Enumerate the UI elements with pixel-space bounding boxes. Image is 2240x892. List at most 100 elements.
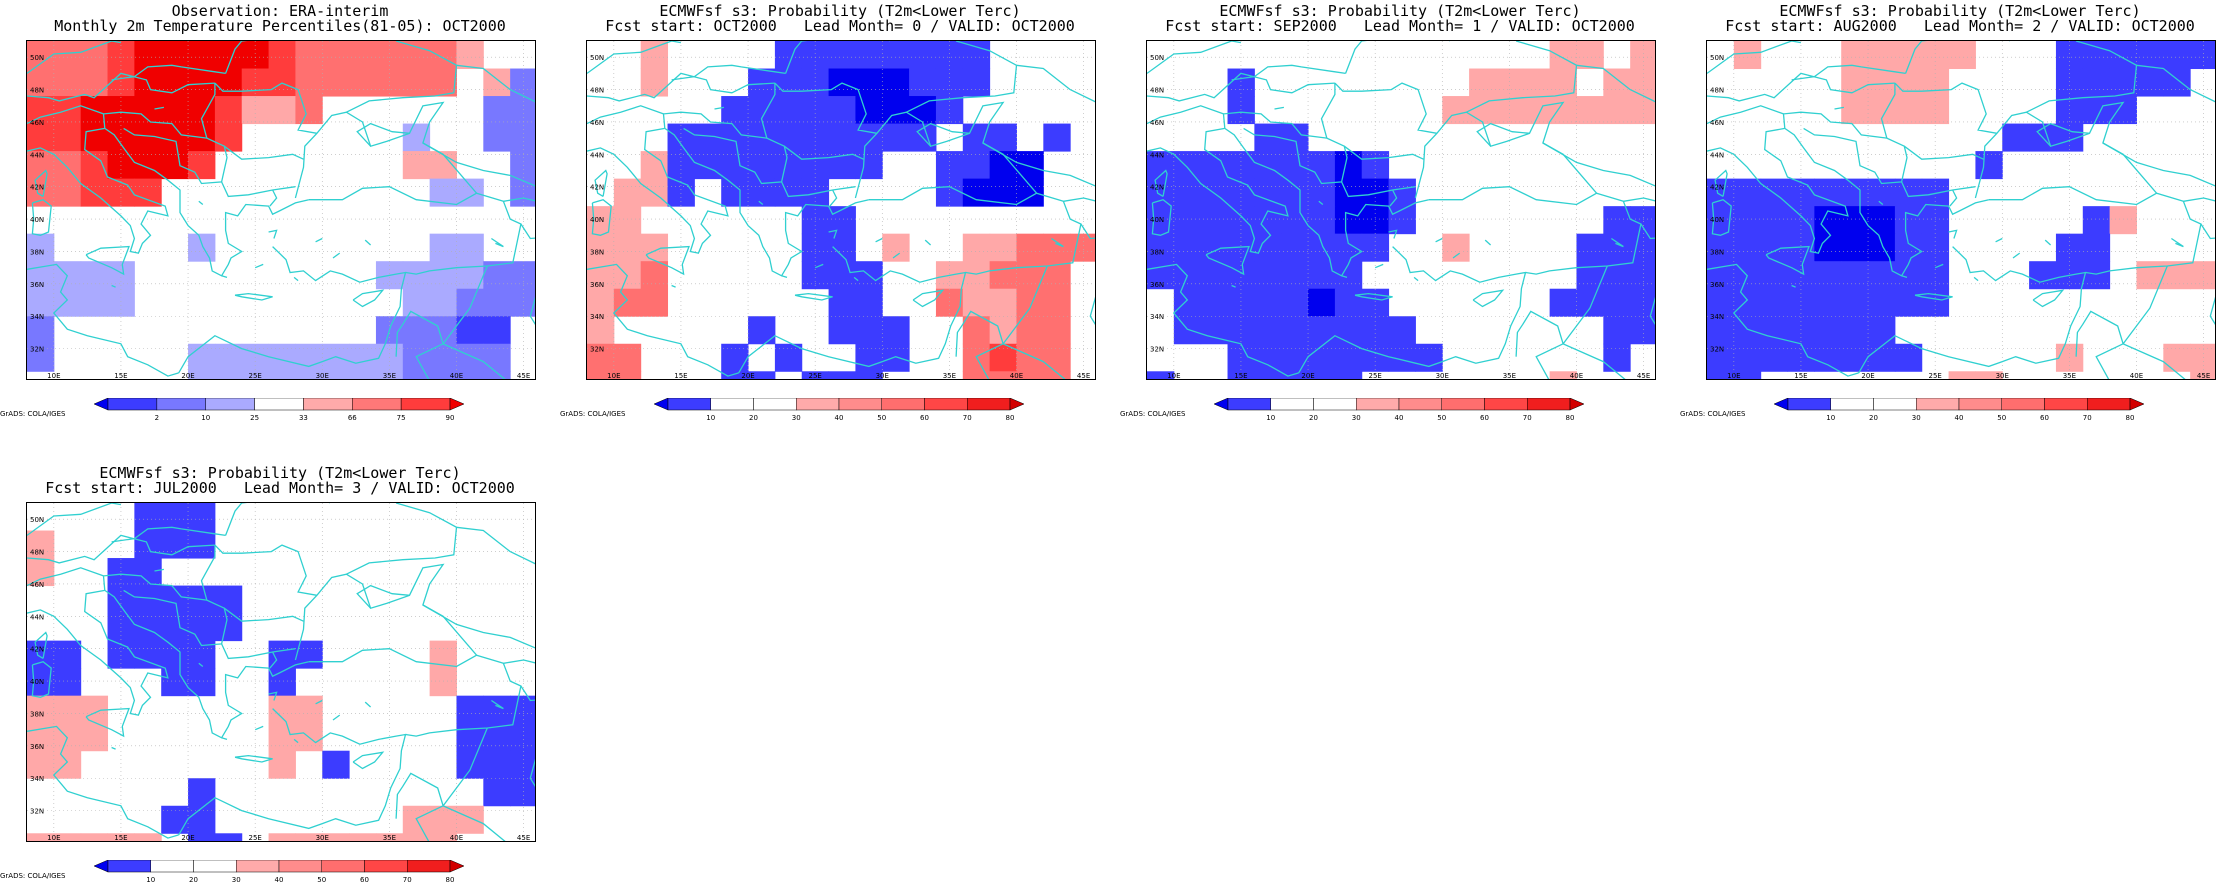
coastline: [268, 691, 278, 701]
lat-tick-label: 36N: [1150, 281, 1164, 289]
coastline: [356, 122, 410, 147]
shaded-cell: [855, 123, 883, 152]
coastline: [1878, 200, 1884, 206]
lon-tick-label: 20E: [1861, 372, 1874, 380]
panel-title-line1: ECMWFsf s3: Probability (T2m<Lower Terc): [659, 2, 1021, 20]
shaded-cell: [456, 233, 484, 262]
lat-tick-label: 40N: [590, 216, 604, 224]
color-bar-swatch: [1787, 397, 1831, 411]
shaded-cell: [1630, 288, 1655, 317]
shaded-cell: [2190, 41, 2215, 70]
shaded-cell: [1334, 261, 1363, 290]
color-bar-swatch: [2044, 397, 2088, 411]
shaded-cell: [828, 288, 856, 317]
color-bar-label: 10: [1266, 414, 1275, 422]
shaded-cell: [402, 261, 431, 290]
shaded-cell: [828, 123, 856, 152]
shaded-cell: [456, 750, 484, 779]
panel-title-line1: ECMWFsf s3: Probability (T2m<Lower Terc): [1219, 2, 1581, 20]
coastline: [1834, 106, 1845, 110]
shaded-cell: [2190, 261, 2215, 290]
shaded-cell: [2190, 371, 2215, 379]
shaded-cell: [188, 233, 216, 262]
map-svg: 10E 15E 20E 25E 30E 35E 40E 45E 50N 48N 46N 44N 42N 4…: [1147, 41, 1655, 380]
coastline: [200, 83, 216, 139]
shaded-cell: [962, 288, 991, 317]
shaded-cell: [295, 41, 323, 70]
coastline: [214, 544, 318, 596]
shaded-cell: [1361, 316, 1390, 345]
shaded-cell: [613, 371, 642, 379]
shaded-cell: [429, 261, 457, 290]
coastline: [476, 192, 504, 202]
panel-title-line1: ECMWFsf s3: Probability (T2m<Lower Terc): [99, 464, 461, 482]
coastline: [346, 503, 458, 575]
shaded-cell: [1921, 96, 1950, 125]
shaded-cell: [1576, 233, 1604, 262]
coastline: [294, 101, 478, 206]
coastline: [27, 534, 215, 564]
coastline: [1707, 263, 1859, 377]
color-bar-swatch: [150, 859, 194, 873]
shaded-cell: [268, 723, 296, 752]
lon-tick-label: 15E: [1234, 372, 1247, 380]
grads-credit: GrADS: COLA/IGES: [0, 410, 66, 418]
lon-tick-label: 20E: [181, 834, 194, 842]
lon-tick-label: 15E: [674, 372, 687, 380]
lat-tick-label: 36N: [30, 281, 44, 289]
shaded-cell: [429, 41, 457, 70]
shaded-cell: [2082, 41, 2111, 70]
map-panel-5: ECMWFsf s3: Probability (T2m<Lower Terc)…: [0, 462, 560, 892]
coastline: [2136, 64, 2191, 91]
shaded-cell: [27, 68, 55, 97]
shaded-cell: [27, 233, 55, 262]
shaded-cell: [402, 288, 431, 317]
shaded-cell: [828, 371, 856, 379]
panel-title-line2: Fcst start: OCT2000 Lead Month= 0 / VALI…: [605, 17, 1075, 35]
color-bar-swatch: [107, 859, 151, 873]
color-bar-label: 33: [299, 414, 308, 422]
lat-tick-label: 50N: [1710, 54, 1724, 62]
color-bar-swatch: [653, 397, 669, 411]
lat-tick-label: 34N: [1150, 313, 1164, 321]
shaded-cell: [962, 261, 991, 290]
shaded-cell: [1894, 261, 1923, 290]
shaded-cell: [1281, 316, 1309, 345]
shaded-cell: [483, 778, 511, 807]
coastline: [31, 198, 52, 236]
lat-tick-label: 42N: [590, 184, 604, 192]
shaded-cell: [1894, 68, 1923, 97]
shaded-cell: [429, 833, 457, 841]
coastline: [1222, 111, 1348, 185]
coastline: [1542, 142, 1655, 187]
shaded-cell: [587, 316, 615, 345]
shaded-cell: [268, 371, 296, 379]
color-bar-label: 30: [232, 876, 241, 884]
shaded-cell: [1841, 41, 1869, 70]
coastline: [27, 127, 169, 254]
shaded-cell: [53, 41, 82, 70]
lon-tick-label: 30E: [876, 372, 889, 380]
lat-tick-label: 48N: [1150, 87, 1164, 95]
lat-tick-label: 48N: [1710, 87, 1724, 95]
shaded-cell: [268, 750, 296, 779]
coastline: [1318, 200, 1324, 206]
shaded-cell: [1576, 41, 1604, 70]
coastline: [587, 263, 739, 377]
color-bar-swatch: [254, 397, 304, 411]
lat-tick-label: 48N: [30, 549, 44, 557]
coastline: [154, 568, 165, 572]
shaded-cell: [53, 695, 82, 724]
shaded-cell: [1868, 316, 1896, 345]
shaded-cell: [402, 151, 431, 180]
coastline: [1562, 265, 1626, 379]
shaded-cell: [80, 261, 109, 290]
shaded-cell: [429, 371, 457, 379]
coastline: [916, 122, 970, 147]
shaded-cell: [188, 778, 216, 807]
color-bar-label: 40: [1955, 414, 1964, 422]
color-bar-label: 80: [1566, 414, 1575, 422]
shaded-cell: [855, 41, 883, 70]
shaded-cell: [295, 371, 323, 379]
color-bar-swatch: [93, 397, 109, 411]
